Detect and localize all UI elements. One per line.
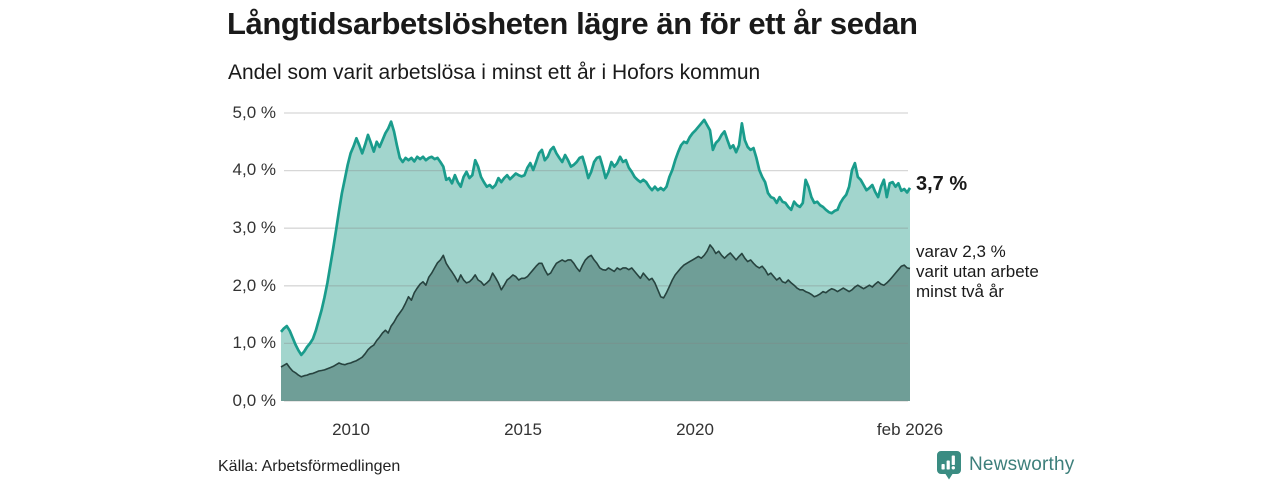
y-tick-2: 2,0 % [232,276,276,295]
x-tick-2020: 2020 [676,420,714,439]
latest-value-two-years: varav 2,3 % varit utan arbete minst två … [916,242,1039,302]
latest-value-total: 3,7 % [916,173,968,195]
y-tick-5: 5,0 % [232,103,276,122]
x-tick-2010: 2010 [332,420,370,439]
two-year-line-1: varav 2,3 % [916,242,1006,261]
chart-subtitle: Andel som varit arbetslösa i minst ett å… [228,61,761,84]
newsworthy-logo-icon [936,450,962,480]
y-tick-3: 3,0 % [232,218,276,237]
y-tick-1: 1,0 % [232,333,276,352]
newsworthy-brand: Newsworthy [936,450,1074,480]
x-tick-2015: 2015 [504,420,542,439]
y-tick-0: 0,0 % [232,391,276,410]
two-year-line-2: varit utan arbete [916,262,1039,281]
x-tick-feb-2026: feb 2026 [876,420,944,439]
two-year-line-3: minst två år [916,282,1004,301]
newsworthy-brand-label: Newsworthy [969,454,1075,475]
y-tick-4: 4,0 % [232,160,276,179]
page-title: Långtidsarbetslösheten lägre än för ett … [227,6,918,41]
source-credit: Källa: Arbetsförmedlingen [218,458,401,475]
